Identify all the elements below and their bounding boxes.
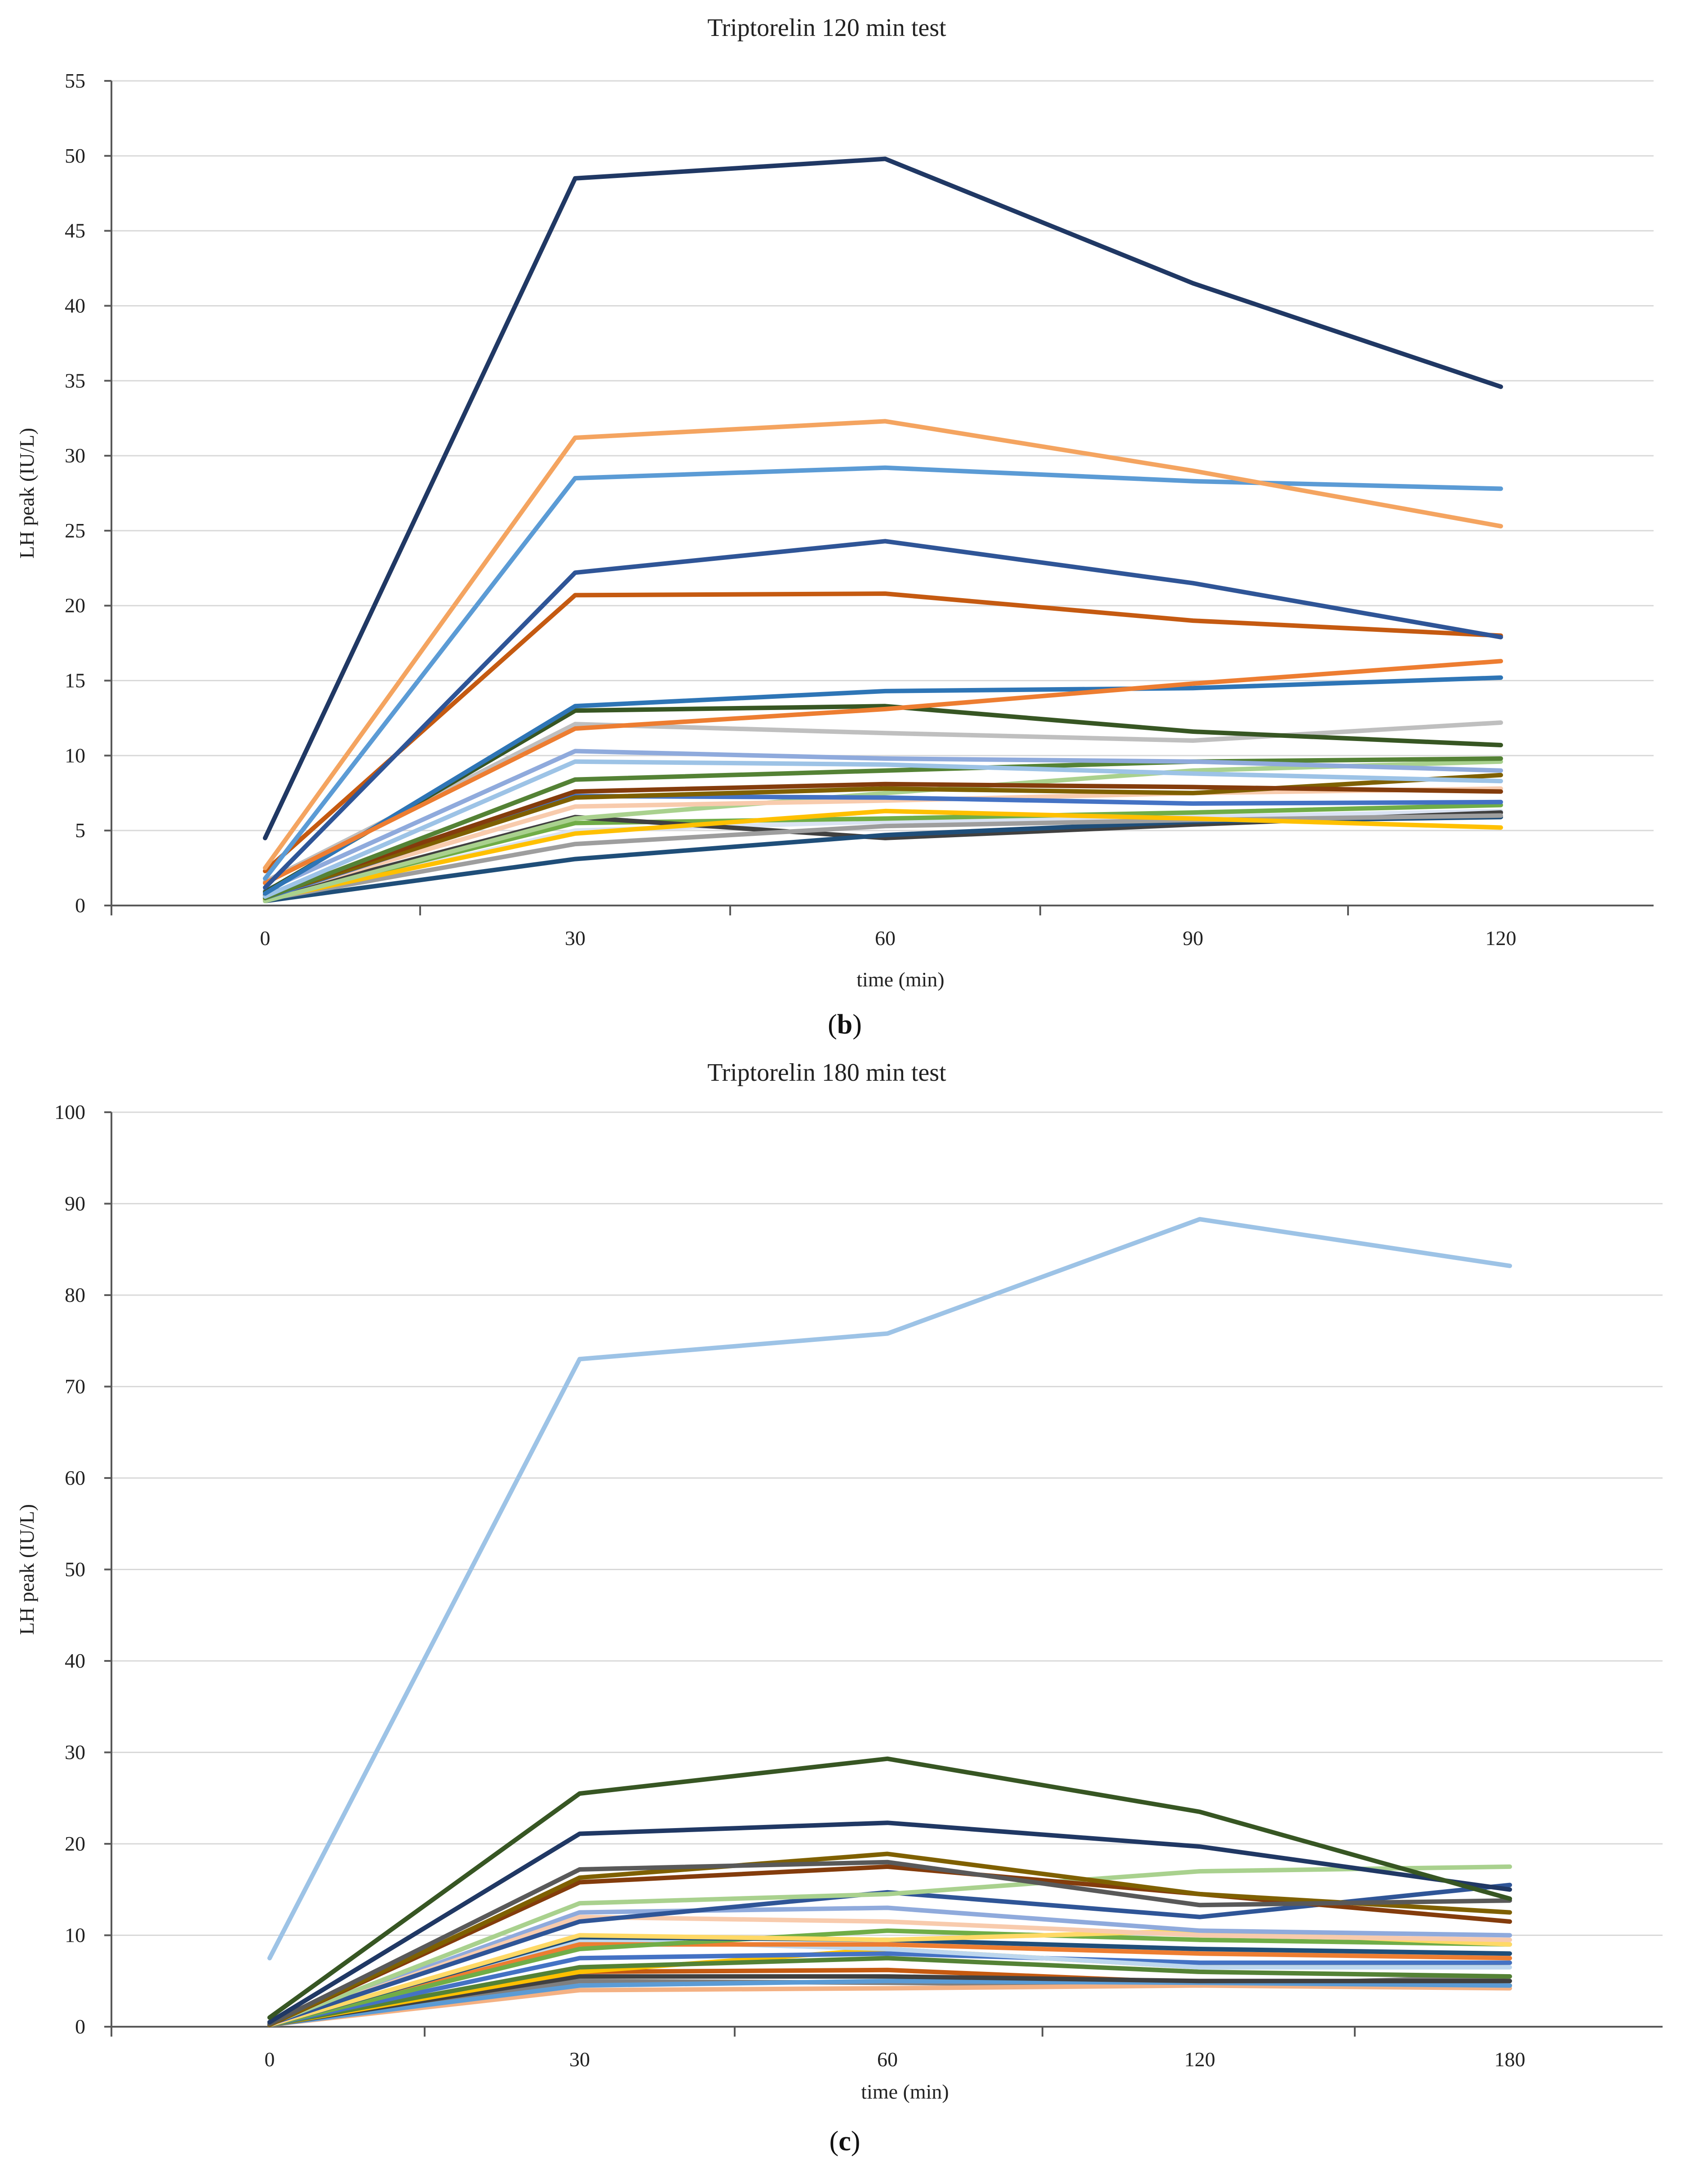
y-tick-label: 55	[65, 69, 85, 92]
y-tick-label: 30	[65, 444, 85, 467]
y-tick-label: 10	[65, 744, 85, 767]
series-line-patient-20	[267, 1979, 1512, 2027]
y-tick-label: 30	[65, 1741, 85, 1764]
x-tick-label: 0	[260, 927, 271, 950]
series-line-patient-02	[267, 1756, 1512, 2020]
x-tick-label: 120	[1184, 2048, 1215, 2071]
series-line-patient-22	[263, 803, 1503, 902]
y-tick-label: 0	[75, 894, 85, 917]
y-tick-label: 15	[65, 669, 85, 692]
x-tick-label: 30	[569, 2048, 590, 2071]
series-line-patient-04	[263, 539, 1503, 890]
series-line-patient-02	[263, 419, 1503, 870]
series-line-patient-18	[263, 808, 1503, 902]
series-line-patient-09	[267, 1914, 1512, 2027]
gridlines	[111, 80, 1654, 831]
x-axis-label: time (min)	[856, 968, 944, 991]
series-line-patient-04	[267, 1860, 1512, 2026]
x-tick-label: 60	[877, 2048, 898, 2071]
series-line-patient-07	[263, 675, 1503, 896]
y-tick-label: 100	[54, 1101, 85, 1123]
y-tick-label: 70	[65, 1375, 85, 1398]
gridlines	[111, 1111, 1663, 1936]
series-line-patient-10	[263, 749, 1503, 893]
series-line-patient-17	[263, 759, 1503, 903]
series-line-patient-19	[267, 1974, 1512, 2027]
series-line-patient-21	[267, 1983, 1512, 2027]
y-tick-label: 0	[75, 2015, 85, 2038]
x-axis-label: time (min)	[861, 2080, 949, 2103]
y-tick-label: 35	[65, 369, 85, 392]
y-tick-label: 20	[65, 594, 85, 617]
x-tick-labels: 0 30 60 120 180	[111, 2027, 1526, 2071]
series-line-patient-03	[263, 465, 1503, 881]
chart-panel-b: Triptorelin 120 min test 0 5 10 15 20 25 30 35 40…	[15, 14, 1654, 1040]
x-tick-label: 0	[265, 2048, 275, 2071]
series-line-patient-05	[263, 591, 1503, 874]
series-line-patient-14	[267, 1942, 1512, 2027]
x-tick-label: 120	[1486, 927, 1517, 950]
y-tick-label: 40	[65, 1649, 85, 1672]
y-tick-label: 50	[65, 144, 85, 167]
x-tick-label: 180	[1495, 2048, 1526, 2071]
y-tick-labels: 0 10 20 30 40 50 60 70 80 90 100	[54, 1101, 111, 2038]
series-line-patient-10	[267, 1905, 1512, 2026]
series-line-patient-19	[263, 813, 1503, 902]
chart-title: Triptorelin 180 min test	[707, 1059, 946, 1087]
series-line-patient-05	[267, 1851, 1512, 2027]
y-tick-label: 5	[75, 819, 85, 842]
y-tick-label: 80	[65, 1283, 85, 1306]
series-line-patient-13	[263, 781, 1503, 897]
x-tick-label: 60	[875, 927, 896, 950]
series-line-patient-13	[267, 1928, 1512, 2027]
series-lines	[267, 1217, 1512, 2027]
y-tick-label: 10	[65, 1924, 85, 1947]
panel-label: (c)	[829, 2126, 860, 2157]
y-axis-label: LH peak (IU/L)	[15, 1504, 38, 1635]
series-line-patient-01	[267, 1217, 1512, 1961]
series-line-patient-11	[263, 759, 1503, 899]
y-tick-label: 25	[65, 519, 85, 542]
y-tick-label: 50	[65, 1558, 85, 1581]
y-axis-label: LH peak (IU/L)	[15, 428, 38, 559]
series-line-patient-16	[263, 786, 1503, 899]
series-line-patient-07	[267, 1864, 1512, 2026]
chart-panel-c: Triptorelin 180 min test 0 10 20 30 40 50 60 70 8…	[15, 1059, 1663, 2157]
y-tick-label: 20	[65, 1832, 85, 1855]
x-tick-label: 30	[565, 927, 585, 950]
series-line-patient-01	[263, 156, 1503, 840]
series-line-patient-17	[267, 1956, 1512, 2027]
y-tick-label: 60	[65, 1466, 85, 1489]
series-line-patient-03	[267, 1820, 1512, 2024]
series-line-patient-16	[267, 1951, 1512, 2027]
chart-title: Triptorelin 120 min test	[707, 14, 946, 42]
series-line-patient-06	[263, 659, 1503, 885]
y-tick-label: 90	[65, 1192, 85, 1215]
panel-label: (b)	[828, 1009, 862, 1040]
x-tick-label: 90	[1183, 927, 1203, 950]
x-tick-labels: 0 30 60 90 120	[111, 906, 1517, 950]
y-tick-labels: 0 5 10 15 20 25 30 35 40 45 50 55	[65, 69, 111, 917]
series-line-patient-12	[263, 756, 1503, 901]
y-tick-label: 40	[65, 294, 85, 317]
series-lines	[263, 156, 1503, 903]
y-tick-label: 45	[65, 219, 85, 242]
